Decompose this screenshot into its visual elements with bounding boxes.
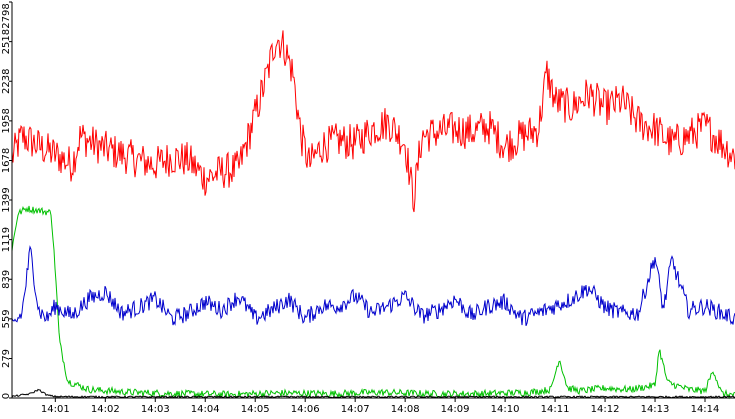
y-tick-label: 2238 [1,69,12,94]
y-tick-label: 559 [1,309,12,328]
x-tick-label: 14:02 [91,404,120,415]
x-tick-label: 14:05 [241,404,270,415]
y-tick-label: 1678 [1,148,12,173]
series-line-0 [11,30,735,213]
x-tick-label: 14:10 [491,404,520,415]
x-tick-label: 14:03 [141,404,170,415]
y-tick-label: 2798 [1,3,12,28]
x-tick-label: 14:12 [591,404,620,415]
x-tick-label: 14:07 [341,404,370,415]
x-tick-label: 14:09 [441,404,470,415]
x-tick-label: 14:06 [291,404,320,415]
y-tick-label: 1958 [1,108,12,133]
plot-area [11,30,735,400]
y-tick-label: 1119 [1,227,12,252]
series-line-2 [11,245,735,326]
x-tick-label: 14:08 [391,404,420,415]
y-tick-label: 839 [1,270,12,289]
x-tick-label: 14:11 [541,404,570,415]
y-tick-label: 1399 [1,187,12,212]
x-tick-label: 14:13 [641,404,670,415]
x-tick-label: 14:04 [191,404,220,415]
y-tick-label: 2518 [1,29,12,54]
series-line-3 [11,388,735,399]
y-tick-label: 279 [1,349,12,368]
series-line-1 [11,205,735,400]
x-tick-label: 14:01 [41,404,70,415]
y-tick-label: 0 [1,393,12,399]
x-tick-label: 14:14 [691,404,720,415]
